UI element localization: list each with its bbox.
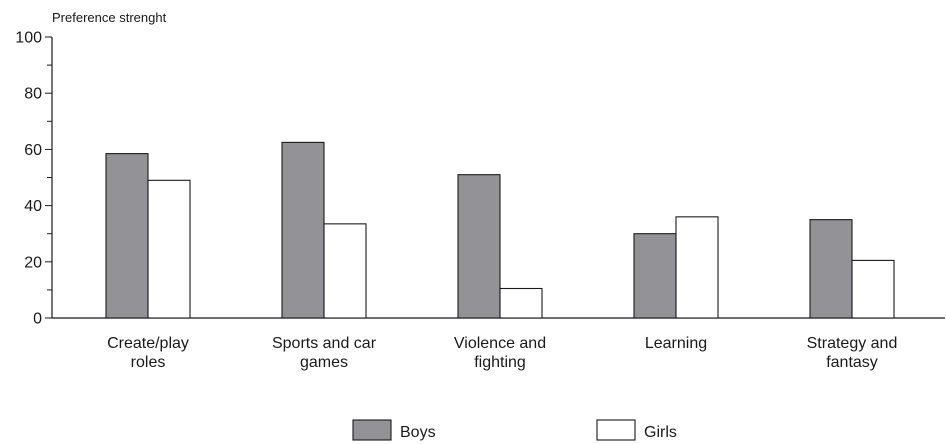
bar-girls-2 (323, 223, 367, 319)
y-tick-label: 40 (24, 198, 42, 215)
bar-boys-1 (105, 153, 149, 319)
bar-boys-5 (809, 219, 853, 319)
category-label: Learning (645, 335, 707, 352)
bar-boys-3 (457, 174, 501, 319)
category-label-line: fighting (474, 354, 526, 371)
category-label-line: Violence and (454, 335, 546, 352)
y-tick-label: 80 (24, 86, 42, 103)
category-label-line: roles (131, 354, 166, 371)
bar-girls-4 (675, 216, 719, 319)
category-label-line: Learning (645, 335, 707, 352)
bar-girls-3 (499, 287, 543, 319)
bar-girls-1 (147, 179, 191, 319)
category-label-line: Sports and car (272, 335, 377, 352)
category-label-line: Strategy and (807, 335, 898, 352)
y-tick-label: 100 (15, 30, 42, 47)
category-label: Create/play roles (107, 335, 189, 371)
category-labels: Create/play roles Sports and car games Viole… (107, 335, 897, 371)
legend: Boys Girls (352, 419, 677, 441)
axes: 0 20 40 60 80 100 (15, 30, 945, 328)
bar-girls-5 (851, 259, 895, 319)
y-tick-label: 60 (24, 142, 42, 159)
category-label: Violence and fighting (454, 335, 546, 371)
category-label: Strategy and fantasy (807, 335, 898, 371)
bar-boys-4 (633, 233, 677, 319)
bars (105, 141, 895, 319)
legend-label-boys: Boys (400, 424, 436, 441)
legend-label-girls: Girls (644, 424, 677, 441)
y-tick-label: 20 (24, 254, 42, 271)
category-label-line: fantasy (826, 354, 878, 371)
legend-swatch-boys (352, 419, 392, 441)
y-axis-title: Preference strenght (52, 10, 167, 25)
legend-swatch-girls (596, 419, 636, 441)
category-label-line: games (300, 354, 348, 371)
y-tick-label: 0 (33, 311, 42, 328)
category-label-line: Create/play (107, 335, 189, 352)
category-label: Sports and car games (272, 335, 377, 371)
bar-boys-2 (281, 141, 325, 319)
